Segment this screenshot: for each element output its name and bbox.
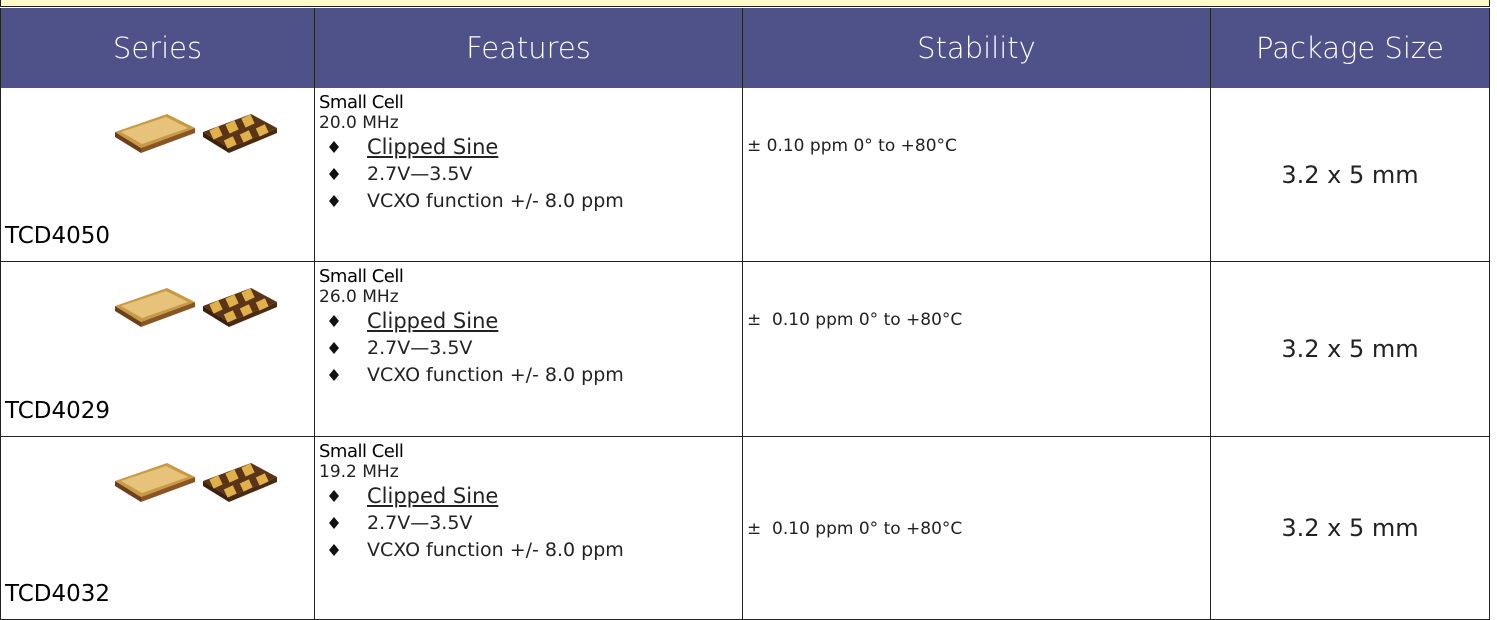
bullet-text: 2.7V—3.5V xyxy=(367,511,473,534)
bullet-diamond xyxy=(329,489,339,502)
bullet-item: VCXO function +/- 8.0 ppm xyxy=(315,536,742,563)
frequency: 26.0 MHz xyxy=(319,287,399,307)
feature-title: Small Cell xyxy=(319,92,404,113)
bullet-text: VCXO function +/- 8.0 ppm xyxy=(367,189,624,212)
table-cell: 3.2 x 5 mm xyxy=(1211,88,1490,262)
column-header: Series xyxy=(0,8,315,88)
bullet-item: Clipped Sine xyxy=(315,133,742,160)
bullet-text: 2.7V—3.5V xyxy=(367,336,473,359)
package-size: 3.2 x 5 mm xyxy=(1281,335,1419,363)
bullet-text: Clipped Sine xyxy=(367,134,499,159)
product-image xyxy=(115,114,277,153)
series-name: TCD4032 xyxy=(5,581,111,607)
series-name: TCD4029 xyxy=(5,398,111,424)
bullet-text: VCXO function +/- 8.0 ppm xyxy=(367,363,624,386)
bullet-item: 2.7V—3.5V xyxy=(315,509,742,536)
bullet-diamond xyxy=(329,543,339,556)
table-cell: Small Cell 19.2 MHz Clipped Sine 2.7V—3.5V V… xyxy=(315,437,743,620)
column-header: Stability xyxy=(743,8,1211,88)
feature-title: Small Cell xyxy=(319,266,404,287)
column-header: Package Size xyxy=(1211,8,1490,88)
bullet-item: Clipped Sine xyxy=(315,482,742,509)
bullet-text: VCXO function +/- 8.0 ppm xyxy=(367,538,624,561)
top-strip xyxy=(0,0,1490,7)
table-cell: 3.2 x 5 mm xyxy=(1211,437,1490,620)
bullet-diamond xyxy=(329,140,339,153)
bullet-text: 2.7V—3.5V xyxy=(367,162,473,185)
frequency: 20.0 MHz xyxy=(319,113,399,133)
bullet-diamond xyxy=(329,341,339,354)
product-image xyxy=(111,106,281,158)
table-cell: ± 0.10 ppm 0° to +80°C xyxy=(743,262,1211,437)
product-image xyxy=(111,280,281,332)
series-name: TCD4050 xyxy=(5,223,111,249)
table-cell: TCD4032 xyxy=(0,437,315,620)
package-size: 3.2 x 5 mm xyxy=(1281,514,1419,542)
bullet-item: VCXO function +/- 8.0 ppm xyxy=(315,187,742,214)
stability: ± 0.10 ppm 0° to +80°C xyxy=(747,519,963,539)
table-cell: Small Cell 20.0 MHz Clipped Sine 2.7V—3.5V V… xyxy=(315,88,743,262)
frequency: 19.2 MHz xyxy=(319,462,399,482)
stability: ± 0.10 ppm 0° to +80°C xyxy=(747,136,957,156)
bullet-item: VCXO function +/- 8.0 ppm xyxy=(315,361,742,388)
product-image xyxy=(115,288,277,327)
bullet-text: Clipped Sine xyxy=(367,483,499,508)
bullet-item: 2.7V—3.5V xyxy=(315,334,742,361)
bullet-diamond xyxy=(329,167,339,180)
bullet-item: Clipped Sine xyxy=(315,307,742,334)
table-cell: 3.2 x 5 mm xyxy=(1211,262,1490,437)
bullet-diamond xyxy=(329,194,339,207)
column-header: Features xyxy=(315,8,743,88)
table-cell: TCD4050 xyxy=(0,88,315,262)
product-image xyxy=(115,463,277,502)
stability: ± 0.10 ppm 0° to +80°C xyxy=(747,310,963,330)
package-size: 3.2 x 5 mm xyxy=(1281,160,1419,189)
product-image xyxy=(111,455,281,507)
table-cell: ± 0.10 ppm 0° to +80°C xyxy=(743,88,1211,262)
bullet-text: Clipped Sine xyxy=(367,308,499,333)
bullet-item: 2.7V—3.5V xyxy=(315,160,742,187)
bullet-diamond xyxy=(329,368,339,381)
bullet-diamond xyxy=(329,516,339,529)
table-cell: Small Cell 26.0 MHz Clipped Sine 2.7V—3.5V V… xyxy=(315,262,743,437)
table-cell: TCD4029 xyxy=(0,262,315,437)
bullet-diamond xyxy=(329,314,339,327)
table-cell: ± 0.10 ppm 0° to +80°C xyxy=(743,437,1211,620)
feature-title: Small Cell xyxy=(319,441,404,462)
